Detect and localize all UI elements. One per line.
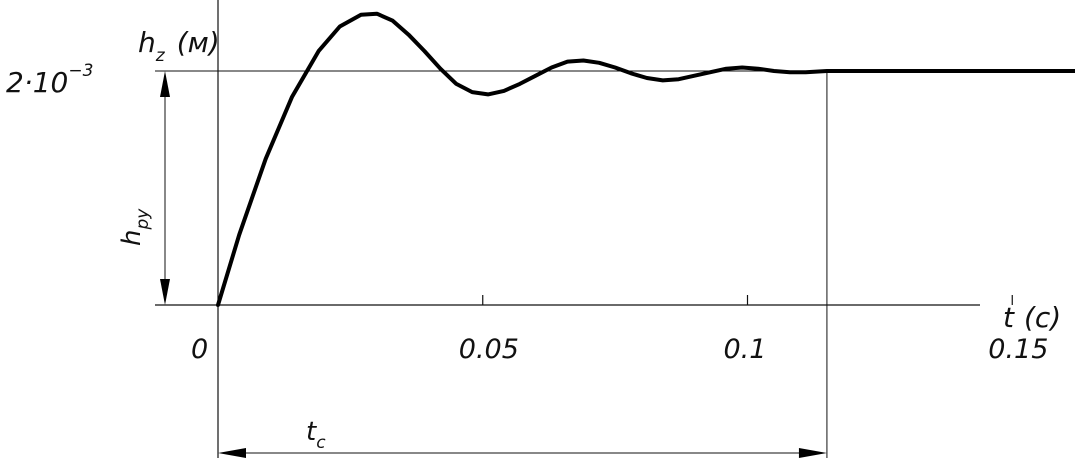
x-tick-label: 0.05	[459, 334, 519, 365]
steady-height-arrow-bottom	[160, 279, 170, 305]
x-tick-label: 0.15	[988, 334, 1048, 365]
x-tick-label: 0	[191, 334, 208, 365]
response-curve	[216, 11, 1075, 307]
settling-time-label: tc	[306, 417, 326, 453]
x-tick-labels: 00.050.10.150.20.250.30.350.4	[191, 334, 1048, 365]
settling-time-arrow-left	[218, 448, 246, 458]
x-ticks	[482, 295, 1013, 305]
settling-time-arrow-right	[798, 448, 827, 458]
x-tick-label: 0.1	[724, 334, 767, 365]
y-axis-label: hz (м)	[138, 26, 220, 66]
x-axis-label: t (c)	[1003, 301, 1061, 334]
steady-height-arrow-top	[160, 71, 170, 97]
steady-height-label: hpy	[117, 208, 153, 246]
y-reference-label: 2·10−3	[6, 61, 93, 99]
